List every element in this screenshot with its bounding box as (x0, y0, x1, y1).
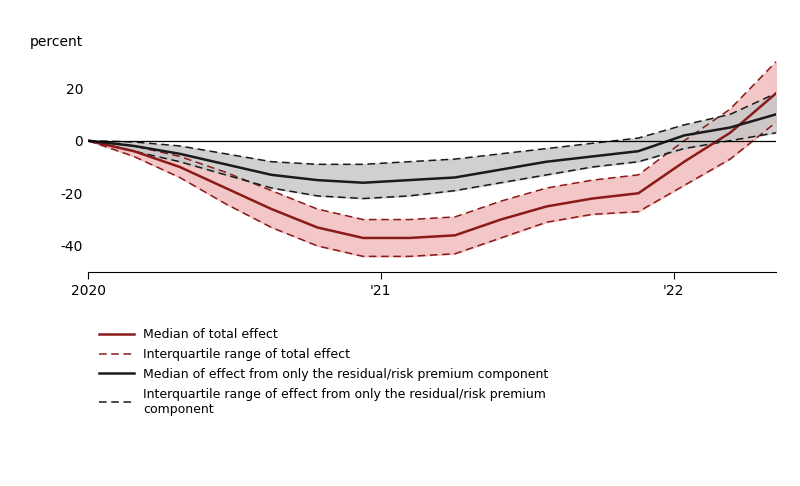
Text: percent: percent (30, 35, 82, 49)
Legend: Median of total effect, Interquartile range of total effect, Median of effect fr: Median of total effect, Interquartile ra… (94, 323, 554, 421)
